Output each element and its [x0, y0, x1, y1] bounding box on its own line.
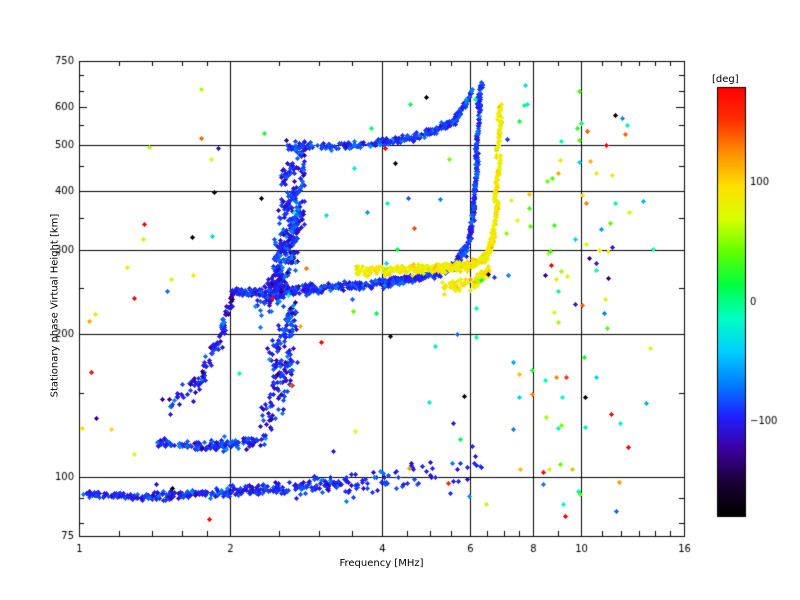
x-axis-label: Frequency [MHz]	[339, 558, 424, 569]
colorbar-unit-label: [deg]	[712, 74, 739, 85]
y-axis-label: Stationary phase Virtual Height [km]	[49, 213, 61, 398]
